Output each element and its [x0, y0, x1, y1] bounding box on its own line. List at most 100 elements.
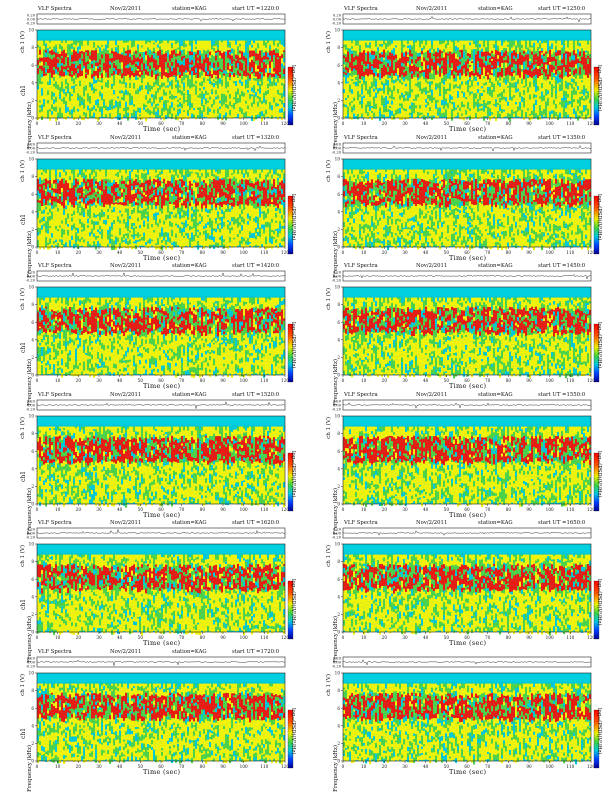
waveform-tick-label: 0.20 — [27, 14, 36, 18]
y-tick-label: 4 — [337, 80, 340, 85]
y-tick-label: 2 — [337, 98, 340, 103]
waveform-tick-label: 0.00 — [27, 18, 36, 22]
x-tick-label: 120 — [281, 507, 289, 512]
x-tick-label: 110 — [260, 507, 268, 512]
y-tick-label: 2 — [31, 355, 34, 360]
x-tick-label: 0 — [342, 764, 345, 769]
y-tick-label: 4 — [31, 466, 34, 471]
ch1-voltage-label: ch 1 (V) — [20, 288, 26, 310]
waveform-tick-label: 0.20 — [333, 142, 342, 146]
y-tick-label: 2 — [337, 227, 340, 232]
waveform-tick-label: 0.00 — [27, 661, 36, 665]
x-tick-label: 10 — [55, 250, 61, 255]
x-tick-label: 110 — [566, 507, 574, 512]
time-axis-label: Time (sec) — [143, 125, 180, 133]
x-tick-label: 60 — [158, 378, 164, 383]
y-tick-label: 6 — [337, 320, 340, 325]
y-tick-label: 10 — [335, 671, 341, 676]
x-tick-label: 10 — [361, 250, 367, 255]
colorbar — [593, 66, 600, 126]
panel-date: Nov/2/2011 — [110, 649, 141, 655]
x-tick-label: 40 — [423, 250, 429, 255]
x-tick-label: 80 — [200, 250, 206, 255]
panel-title: VLF Spectra — [38, 520, 72, 526]
heatmap-top-band — [37, 673, 285, 682]
y-tick-label: 4 — [31, 338, 34, 343]
panel-station: station=KAG — [172, 263, 207, 269]
x-tick-label: 40 — [117, 635, 123, 640]
x-tick-label: 30 — [402, 507, 408, 512]
time-axis-label: Time (sec) — [143, 254, 180, 262]
x-tick-label: 70 — [179, 250, 185, 255]
y-tick-label: 10 — [335, 413, 341, 418]
x-tick-label: 40 — [423, 764, 429, 769]
y-tick-label: 4 — [337, 338, 340, 343]
x-tick-label: 120 — [281, 378, 289, 383]
x-tick-label: 100 — [546, 250, 554, 255]
x-tick-label: 10 — [55, 507, 61, 512]
heatmap-cells — [343, 554, 592, 636]
panel-header: VLF Spectra Nov/2/2011 station=KAG start UT… — [306, 262, 612, 272]
y-tick-label: 2 — [337, 355, 340, 360]
x-tick-label: 70 — [485, 764, 491, 769]
y-tick-label: 6 — [31, 577, 34, 582]
x-tick-label: 80 — [200, 635, 206, 640]
x-tick-label: 70 — [179, 507, 185, 512]
waveform-line — [342, 401, 592, 409]
waveform-tick-label: -0.20 — [26, 22, 36, 26]
x-tick-label: 60 — [158, 764, 164, 769]
x-tick-label: 110 — [566, 378, 574, 383]
waveform-line — [36, 529, 286, 535]
heatmap-cells — [343, 426, 592, 507]
y-tick-label: 2 — [337, 741, 340, 746]
y-tick-label: 0 — [337, 630, 340, 635]
x-tick-label: 40 — [117, 378, 123, 383]
panel-header: VLF Spectra Nov/2/2011 station=KAG start UT… — [306, 134, 612, 144]
x-tick-label: 90 — [220, 378, 226, 383]
spectrogram-panel: VLF Spectra Nov/2/2011 station=KAG start UT… — [0, 519, 306, 663]
panel-header: VLF Spectra Nov/2/2011 station=KAG start UT… — [0, 5, 306, 15]
channel-prefix-label: ch1 — [20, 342, 27, 353]
y-tick-label: 6 — [337, 577, 340, 582]
spectrogram-panel: 0.20 0.00 -0.20 0 2 4 6 8 10 0 10 20 30 40 50 60 70 80 90 1… — [306, 648, 612, 792]
x-tick-label: 70 — [179, 635, 185, 640]
heatmap-cells — [37, 169, 286, 250]
waveform-tick-label: 0.00 — [333, 146, 342, 150]
heatmap-cells — [343, 683, 592, 765]
waveform-tick-label: 0.20 — [333, 14, 342, 18]
waveform-tick-label: -0.20 — [332, 279, 342, 283]
x-tick-label: 120 — [587, 378, 595, 383]
x-tick-label: 100 — [240, 507, 248, 512]
heatmap-top-band — [37, 158, 285, 168]
x-tick-label: 110 — [260, 764, 268, 769]
colorbar-label: log₁₀(PSD)(V²/Hz) — [290, 708, 296, 754]
x-tick-label: 90 — [526, 121, 532, 126]
x-tick-label: 20 — [76, 764, 82, 769]
spectrogram-panel: VLF Spectra Nov/2/2011 station=KAG start UT… — [0, 391, 306, 535]
y-tick-label: 4 — [31, 80, 34, 85]
panel-title: VLF Spectra — [344, 392, 378, 398]
heatmap-cells — [37, 40, 286, 122]
y-tick-label: 2 — [31, 612, 34, 617]
x-tick-label: 70 — [485, 250, 491, 255]
y-tick-label: 10 — [29, 156, 35, 161]
panel-header: VLF Spectra Nov/2/2011 station=KAG start UT… — [306, 391, 612, 401]
y-tick-label: 10 — [335, 28, 341, 33]
x-tick-label: 90 — [220, 635, 226, 640]
spectrogram-panel: VLF Spectra Nov/2/2011 station=KAG start UT… — [306, 5, 612, 149]
y-tick-label: 4 — [337, 595, 340, 600]
waveform-line — [36, 145, 286, 151]
panel-header: VLF Spectra Nov/2/2011 station=KAG start UT… — [306, 5, 612, 15]
panel-start-ut: start UT =1320:0 — [232, 135, 279, 141]
frequency-axis-label: Frequency (kHz) — [333, 745, 339, 792]
x-tick-label: 0 — [342, 378, 345, 383]
y-tick-label: 10 — [335, 156, 341, 161]
panel-date: Nov/2/2011 — [416, 6, 447, 12]
time-axis-label: Time (sec) — [449, 639, 486, 647]
waveform-tick-label: -0.20 — [332, 22, 342, 26]
x-tick-label: 60 — [158, 250, 164, 255]
colorbar-label: log₁₀(PSD)(V²/Hz) — [290, 65, 296, 111]
